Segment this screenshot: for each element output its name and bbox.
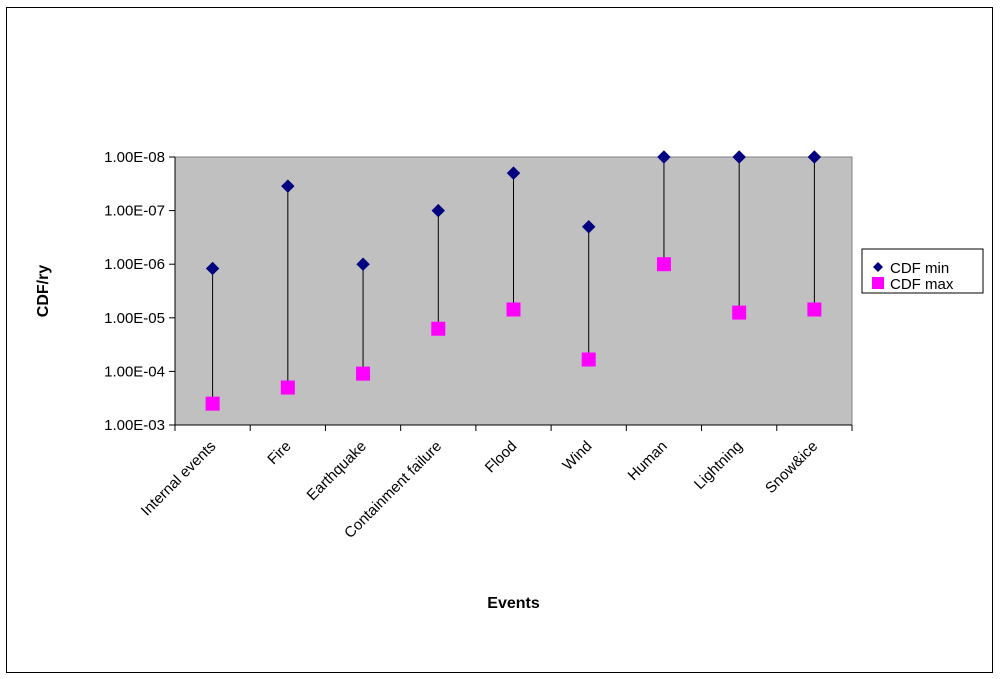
y-tick-label: 1.00E-06 bbox=[104, 256, 165, 273]
cdf-min-point bbox=[807, 150, 822, 164]
cdf-min-point bbox=[431, 203, 445, 218]
legend-marker-cdf-max bbox=[872, 277, 884, 289]
y-tick-label: 1.00E-04 bbox=[104, 363, 165, 380]
cdf-min-point bbox=[205, 261, 220, 276]
data-markers bbox=[205, 150, 822, 411]
x-tick-label: Wind bbox=[559, 438, 595, 474]
legend: CDF min CDF max bbox=[861, 248, 984, 294]
cdf-min-point bbox=[582, 220, 596, 234]
y-tick-label: 1.00E-07 bbox=[104, 203, 165, 220]
x-tick-labels: Internal events Fire EarthquakeContainment… bbox=[138, 438, 821, 542]
cdf-max-point bbox=[581, 352, 596, 367]
x-axis-title: Events bbox=[487, 595, 540, 612]
x-tick-label: Fire bbox=[264, 438, 294, 468]
x-tick-label: Internal events bbox=[138, 438, 220, 520]
cdf-max-point bbox=[807, 302, 822, 317]
cdf-max-point bbox=[506, 302, 521, 317]
cdf-max-point bbox=[356, 366, 371, 381]
cdf-min-point bbox=[356, 257, 370, 271]
cdf-max-point bbox=[280, 380, 295, 395]
cdf-max-point bbox=[656, 257, 671, 272]
y-tick-labels: 1.00E-08 1.00E-07 1.00E-06 1.00E-05 1.00E-04… bbox=[104, 149, 165, 434]
y-tick-label: 1.00E-05 bbox=[104, 310, 165, 327]
y-axis-title: CDF/ry bbox=[35, 265, 52, 318]
x-tick-label: Flood bbox=[482, 438, 521, 477]
cdf-max-point bbox=[431, 321, 446, 336]
x-tick-label: Snow&ice bbox=[762, 438, 821, 497]
legend-label-cdf-max: CDF max bbox=[890, 276, 954, 293]
cdf-min-point bbox=[506, 166, 521, 180]
cdf-max-point bbox=[205, 396, 220, 411]
drop-lines bbox=[212, 157, 815, 404]
y-tick-label: 1.00E-03 bbox=[104, 417, 165, 434]
cdf-min-point bbox=[657, 150, 671, 164]
x-tick-label: Human bbox=[625, 438, 671, 484]
axis-ticks bbox=[169, 156, 853, 431]
y-tick-label: 1.00E-08 bbox=[104, 149, 165, 166]
x-tick-label: Earthquake bbox=[304, 438, 370, 504]
cdf-min-point bbox=[732, 150, 746, 164]
cdf-max-point bbox=[732, 305, 747, 320]
x-tick-label: Lightning bbox=[691, 438, 746, 493]
legend-marker-cdf-min bbox=[873, 262, 883, 272]
cdf-min-point bbox=[281, 179, 295, 193]
legend-label-cdf-min: CDF min bbox=[890, 260, 949, 277]
